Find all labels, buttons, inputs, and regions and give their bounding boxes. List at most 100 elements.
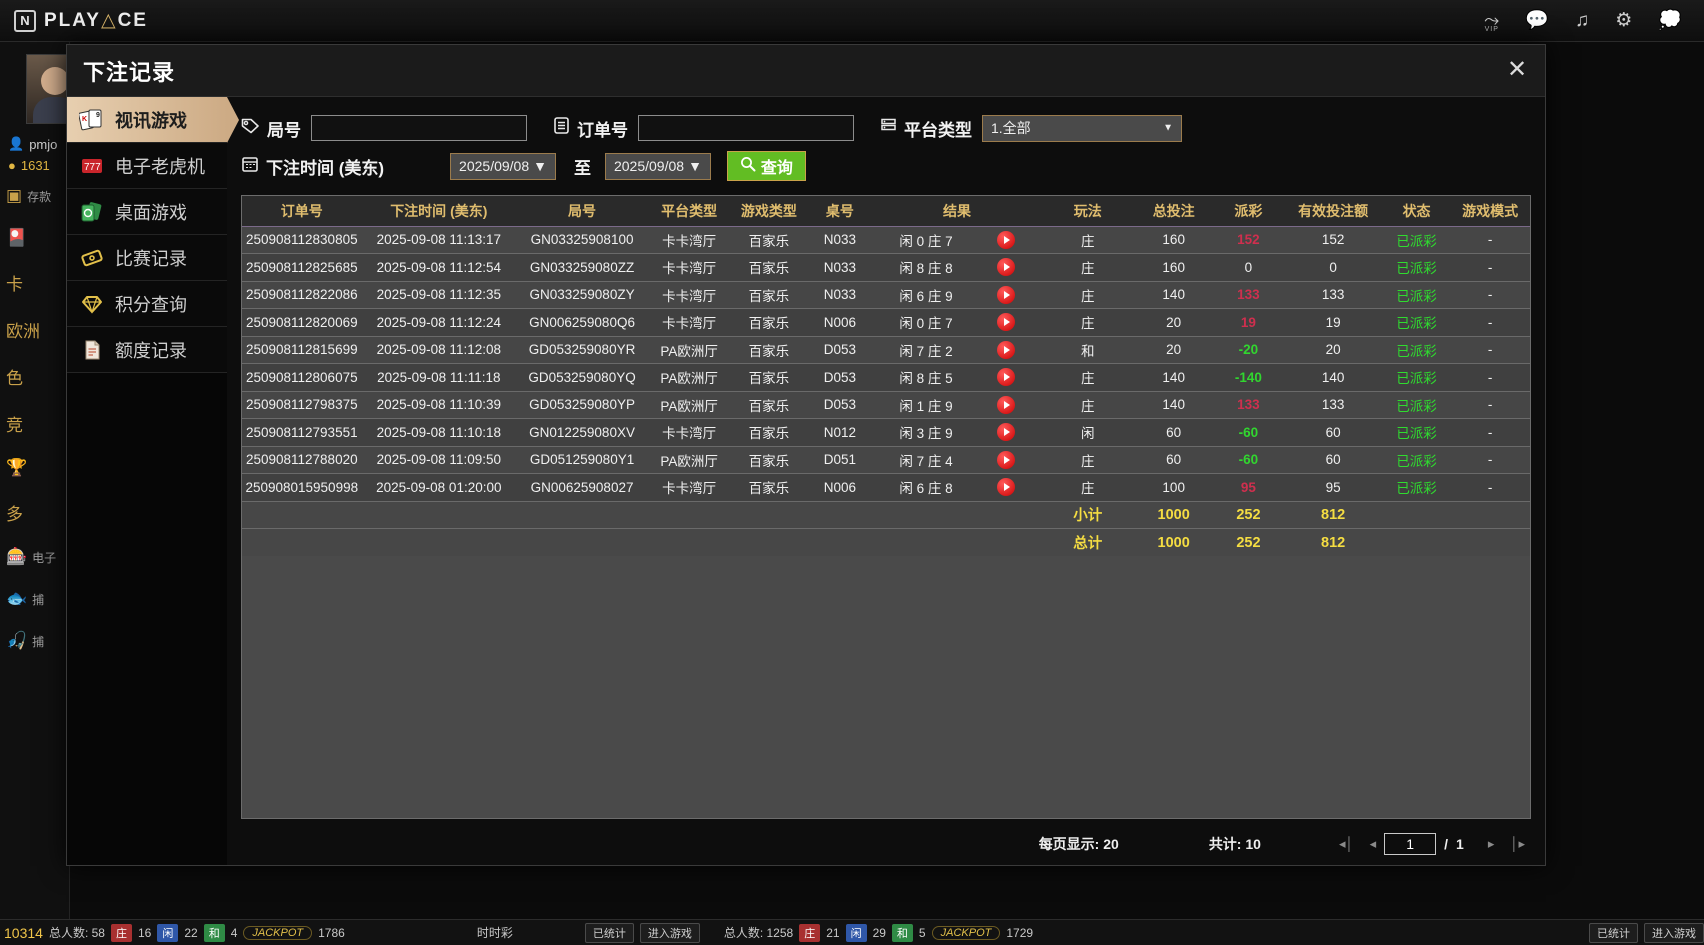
cell-platform-type: PA欧洲厅	[648, 336, 731, 364]
table-row[interactable]: 250908112798375 2025-09-08 11:10:39 GD0532…	[242, 391, 1530, 419]
bg-nav-item-trophy[interactable]: 🏆	[6, 458, 56, 478]
play-video-icon[interactable]	[996, 368, 1015, 387]
table-row[interactable]: 250908112825685 2025-09-08 11:12:54 GN0332…	[242, 253, 1530, 282]
table-row[interactable]: 250908015950998 2025-09-08 01:20:00 GN0062…	[242, 473, 1530, 502]
cell-bet-time: 2025-09-08 11:10:18	[361, 418, 517, 447]
stat-button-2[interactable]: 已统计	[1589, 922, 1638, 943]
cell-table-no: D053	[807, 336, 873, 364]
subtotal-row: 小计 1000 252 812	[242, 501, 1530, 529]
coin-icon: ●	[8, 158, 16, 173]
cell-valid-bet: 19	[1283, 308, 1383, 337]
records-table: 订单号 下注时间 (美东) 局号 平台类型 游戏类型 桌号 结果 玩法 总投注 …	[242, 196, 1530, 556]
cell-valid-bet: 60	[1283, 418, 1383, 447]
play-video-icon[interactable]	[996, 478, 1015, 497]
date-to-value: 2025/09/08	[613, 158, 685, 174]
round-no-input[interactable]	[311, 115, 527, 141]
sidebar-item-slots[interactable]: 777 电子老虎机	[67, 143, 227, 189]
sidebar-item-tournament-records[interactable]: 比赛记录	[67, 235, 227, 281]
last-page-button[interactable]: │▸	[1510, 836, 1525, 851]
play-video-icon[interactable]	[996, 395, 1015, 414]
cell-bet-time: 2025-09-08 11:10:39	[361, 391, 517, 419]
sidebar-item-label: 积分查询	[115, 294, 187, 315]
sidebar-item-label: 比赛记录	[115, 248, 187, 269]
date-to-picker[interactable]: 2025/09/08 ▼	[604, 152, 711, 180]
table-row[interactable]: 250908112793551 2025-09-08 11:10:18 GN0122…	[242, 418, 1530, 447]
brand-logo[interactable]: N PLAY△CE	[14, 9, 148, 32]
next-page-button[interactable]: ▸	[1487, 836, 1495, 851]
sidebar-item-credit-records[interactable]: 额度记录	[67, 327, 227, 373]
sidebar-item-table-games[interactable]: 桌面游戏	[67, 189, 227, 235]
player-count-1: 22	[184, 925, 198, 940]
platform-type-select[interactable]: 1.全部 ▼	[982, 114, 1182, 142]
cell-play-type: 庄	[1041, 308, 1134, 337]
bg-nav-item-fish2[interactable]: 🎣 捕	[6, 631, 45, 650]
gear-icon[interactable]: ⚙	[1615, 10, 1633, 31]
play-video-icon[interactable]	[996, 423, 1015, 442]
sidebar-item-points-query[interactable]: 积分查询	[67, 281, 227, 327]
clipboard-icon	[553, 116, 570, 140]
cell-result: 闲 6 庄 9	[872, 281, 1042, 309]
bg-nav-item-sports[interactable]: 竞	[6, 411, 56, 436]
date-from-picker[interactable]: 2025/09/08 ▼	[450, 152, 556, 180]
query-button[interactable]: 查询	[726, 151, 806, 181]
topbar-icon-group: ⤳ VIP 💬 ♫ ⚙ 💭	[1484, 10, 1682, 33]
music-note-icon[interactable]: ♫	[1575, 10, 1590, 31]
bg-nav-item-europe[interactable]: 欧洲	[6, 317, 56, 342]
result-text: 闲 3 庄 9	[899, 426, 953, 442]
first-page-button[interactable]: ◂│	[1338, 836, 1354, 851]
bg-nav-item-color[interactable]: 色	[6, 364, 56, 389]
chat-bubbles-icon[interactable]: 💬	[1525, 10, 1550, 31]
cell-platform-type: 卡卡湾厅	[648, 473, 731, 502]
cell-status: 已派彩	[1382, 226, 1451, 254]
records-table-head: 订单号 下注时间 (美东) 局号 平台类型 游戏类型 桌号 结果 玩法 总投注 …	[242, 196, 1530, 227]
bg-nav-item-deposit[interactable]: ▣ 存款	[6, 186, 52, 205]
play-video-icon[interactable]	[996, 313, 1015, 332]
cell-order-no: 250908112825685	[242, 253, 362, 282]
play-video-icon[interactable]	[996, 285, 1015, 304]
close-icon[interactable]: ✕	[1506, 56, 1528, 83]
cell-valid-bet: 140	[1283, 363, 1383, 392]
diamond-icon	[79, 292, 105, 316]
order-no-input[interactable]	[638, 115, 854, 141]
page-number-input[interactable]	[1384, 833, 1437, 855]
cell-game-mode: -	[1450, 363, 1530, 392]
bg-nav-item-more[interactable]: 多	[6, 500, 56, 525]
sidebar-item-label: 视讯游戏	[115, 110, 187, 131]
enter-game-button-1[interactable]: 进入游戏	[639, 922, 700, 943]
vip-chart-icon[interactable]: ⤳ VIP	[1484, 10, 1500, 33]
prev-page-button[interactable]: ◂	[1369, 836, 1377, 851]
cell-order-no: 250908112793551	[242, 418, 362, 447]
table-row[interactable]: 250908112806075 2025-09-08 11:11:18 GD0532…	[242, 363, 1530, 392]
cell-game-type: 百家乐	[730, 446, 808, 474]
jackpot-label-1: JACKPOT	[243, 925, 313, 940]
play-video-icon[interactable]	[996, 450, 1015, 469]
table-row[interactable]: 250908112788020 2025-09-08 11:09:50 GD0512…	[242, 446, 1530, 474]
cell-blank	[242, 528, 362, 556]
filter-row-2: 下注时间 (美东) 2025/09/08 ▼ 至 2025/09/08 ▼	[241, 147, 1531, 185]
table-row[interactable]: 250908112815699 2025-09-08 11:12:08 GD0532…	[242, 336, 1530, 364]
table-header-row: 订单号 下注时间 (美东) 局号 平台类型 游戏类型 桌号 结果 玩法 总投注 …	[242, 196, 1530, 227]
play-video-icon[interactable]	[996, 230, 1015, 249]
stat-button-1[interactable]: 已统计	[584, 922, 634, 943]
bg-nav-item-kaka[interactable]: 卡	[6, 270, 56, 295]
play-video-icon[interactable]	[996, 340, 1015, 359]
table-row[interactable]: 250908112820069 2025-09-08 11:12:24 GN0062…	[242, 308, 1530, 337]
cell-payout: 152	[1213, 226, 1284, 254]
bg-nav-item-cards[interactable]: 🎴	[6, 228, 56, 248]
comment-icon[interactable]: 💭	[1658, 10, 1682, 31]
cell-result: 闲 8 庄 8	[872, 253, 1042, 282]
table-row[interactable]: 250908112830805 2025-09-08 11:13:17 GN0332…	[242, 226, 1530, 254]
bg-nav-item-fish1[interactable]: 🐟 捕	[6, 589, 45, 608]
play-video-icon[interactable]	[996, 258, 1015, 277]
col-status: 状态	[1382, 196, 1451, 227]
enter-game-button-2[interactable]: 进入游戏	[1644, 922, 1704, 943]
cell-bet-time: 2025-09-08 11:09:50	[361, 446, 517, 474]
table-row[interactable]: 250908112822086 2025-09-08 11:12:35 GN0332…	[242, 281, 1530, 309]
cell-result: 闲 7 庄 2	[872, 336, 1042, 364]
bg-nav-item-slots[interactable]: 🎰 电子	[6, 547, 57, 566]
cell-result: 闲 7 庄 4	[872, 446, 1042, 474]
cell-play-type: 庄	[1041, 446, 1134, 474]
